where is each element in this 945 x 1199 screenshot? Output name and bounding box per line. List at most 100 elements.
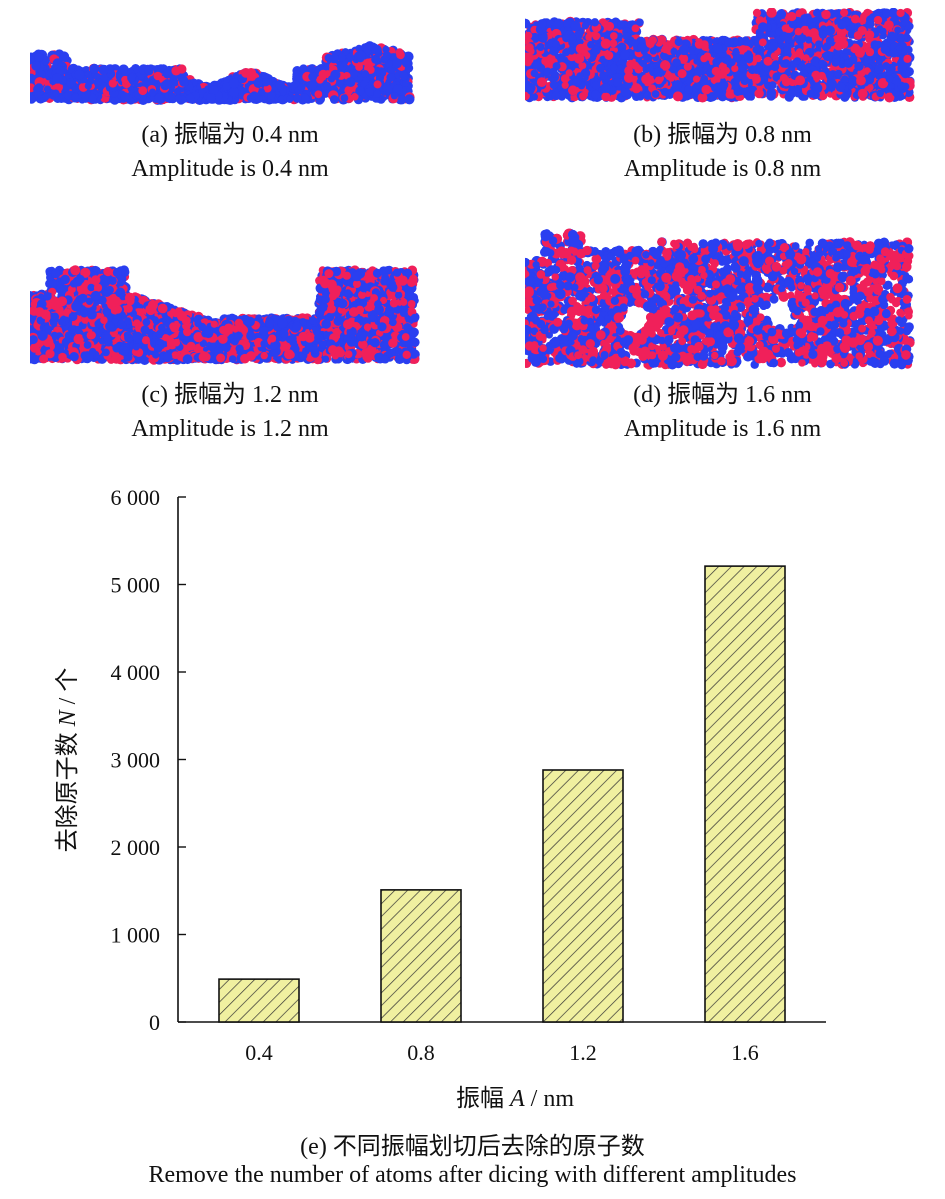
atom xyxy=(118,64,129,75)
atom xyxy=(345,77,356,87)
atom xyxy=(404,63,414,73)
atom xyxy=(581,21,590,30)
atom xyxy=(371,44,382,55)
atom xyxy=(392,84,404,95)
atom xyxy=(660,87,670,96)
atom xyxy=(250,91,259,100)
atom xyxy=(343,72,351,80)
atom xyxy=(617,20,625,28)
atom xyxy=(387,66,397,76)
atom xyxy=(279,88,287,96)
atom xyxy=(142,78,152,88)
atom xyxy=(355,50,367,61)
atom xyxy=(30,94,36,104)
atom xyxy=(299,93,310,104)
atom xyxy=(297,83,306,92)
atom xyxy=(120,92,130,102)
atom xyxy=(186,93,195,102)
atom xyxy=(308,72,318,81)
atom xyxy=(66,77,77,88)
atom xyxy=(526,86,535,95)
atom xyxy=(390,92,399,100)
panel-b: (b) 振幅为 0.8 nm Amplitude is 0.8 nm xyxy=(525,8,920,198)
atom xyxy=(34,83,44,92)
atom xyxy=(222,82,231,91)
atom xyxy=(286,95,294,104)
atom xyxy=(530,92,538,101)
atom xyxy=(127,73,136,83)
atom xyxy=(55,66,65,76)
atom xyxy=(365,87,374,97)
atom xyxy=(171,66,181,76)
atom xyxy=(31,61,41,71)
atom xyxy=(81,93,89,102)
atom xyxy=(267,91,276,100)
atom xyxy=(138,86,148,96)
atom xyxy=(601,92,611,102)
atom xyxy=(568,63,576,72)
atom xyxy=(776,9,787,20)
atom xyxy=(209,85,219,95)
atom xyxy=(329,95,339,104)
atom xyxy=(327,75,336,83)
atom xyxy=(179,77,190,87)
atom xyxy=(98,64,109,75)
atom xyxy=(168,92,176,101)
atom xyxy=(399,71,409,81)
atom xyxy=(766,91,776,101)
atom xyxy=(884,92,895,103)
atom xyxy=(229,86,240,97)
atom xyxy=(43,85,52,93)
atom xyxy=(322,89,330,97)
atom xyxy=(565,69,573,77)
atom xyxy=(392,58,402,69)
atom xyxy=(800,14,808,22)
atom xyxy=(538,33,548,43)
atom xyxy=(735,62,746,74)
atom xyxy=(366,65,375,74)
atom xyxy=(397,95,407,105)
atom xyxy=(162,79,173,89)
atom xyxy=(318,69,328,80)
atom xyxy=(799,69,809,78)
atom xyxy=(71,93,80,101)
atom xyxy=(611,53,620,63)
atom xyxy=(89,63,100,74)
atom xyxy=(834,69,843,78)
atom xyxy=(888,8,899,18)
atom xyxy=(337,53,346,62)
atom xyxy=(822,50,833,62)
atom xyxy=(162,69,172,79)
atom xyxy=(630,39,639,48)
atom xyxy=(74,69,85,80)
atom xyxy=(348,69,359,79)
atom xyxy=(355,86,365,96)
atom xyxy=(382,84,393,95)
atom xyxy=(555,53,567,64)
atom xyxy=(34,53,44,62)
atom xyxy=(108,79,118,88)
atom xyxy=(810,56,821,67)
atom xyxy=(402,79,410,87)
atom xyxy=(525,18,531,29)
atom xyxy=(346,53,355,62)
atom xyxy=(93,78,103,87)
atom xyxy=(865,47,875,57)
atom xyxy=(877,78,889,89)
atom xyxy=(121,75,129,84)
atom xyxy=(306,64,316,73)
atom xyxy=(206,93,216,103)
panel-a: (a) 振幅为 0.4 nm Amplitude is 0.4 nm xyxy=(30,30,430,200)
atom xyxy=(323,81,331,90)
atom xyxy=(52,73,63,84)
atom xyxy=(361,70,370,78)
atom xyxy=(173,87,182,95)
atom xyxy=(314,90,323,99)
atom xyxy=(261,78,270,87)
atoms-panel-b xyxy=(525,8,915,103)
atom xyxy=(636,18,644,27)
atom xyxy=(876,89,884,98)
atom xyxy=(382,45,390,53)
atom xyxy=(228,78,240,89)
atom xyxy=(380,55,389,64)
